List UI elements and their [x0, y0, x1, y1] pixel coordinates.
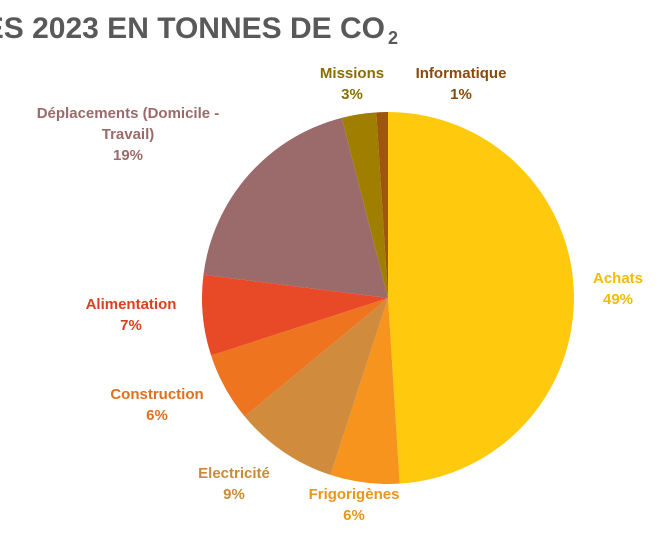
- pie-slice-4: [202, 274, 388, 356]
- pie-slice-6: [341, 112, 388, 299]
- slice-label-2: Electricité 9%: [198, 465, 270, 503]
- slice-name-1: Frigorigènes: [309, 486, 400, 503]
- slice-percent-5: 19%: [113, 147, 143, 164]
- slice-percent-0: 49%: [603, 291, 633, 308]
- slice-percent-4: 7%: [120, 317, 142, 334]
- pie-slice-2: [244, 298, 388, 475]
- slice-label-0: Achats 49%: [593, 270, 643, 308]
- pie-slice-1: [330, 298, 400, 484]
- slice-percent-1: 6%: [343, 507, 365, 524]
- slice-name-3: Construction: [110, 386, 203, 403]
- pie-slices: [202, 112, 574, 484]
- slice-percent-2: 9%: [223, 486, 245, 503]
- pie-slice-7: [376, 112, 388, 298]
- slice-label-1: Frigorigènes 6%: [309, 486, 400, 524]
- slice-percent-7: 1%: [450, 86, 472, 103]
- slice-percent-3: 6%: [146, 407, 168, 424]
- slice-name-2: Electricité: [198, 465, 270, 482]
- slice-name-0: Achats: [593, 270, 643, 287]
- pie-slice-0: [388, 112, 574, 484]
- slice-percent-6: 3%: [341, 86, 363, 103]
- slice-name-6: Missions: [320, 65, 384, 82]
- slice-name-5: Travail): [102, 126, 155, 143]
- chart-title: BGES 2023 EN TONNES DE CO: [0, 12, 385, 45]
- slice-label-7: Informatique 1%: [416, 65, 507, 103]
- pie-labels: Achats 49% Frigorigènes 6% Electricité 9% Cons…: [37, 65, 643, 524]
- slice-label-6: Missions 3%: [320, 65, 384, 103]
- slice-label-3: Construction 6%: [110, 386, 203, 424]
- slice-label-5: Déplacements (Domicile - Travail) 19%: [37, 105, 220, 164]
- slice-name-4: Alimentation: [86, 296, 177, 313]
- pie-slice-3: [211, 298, 388, 417]
- chart-title-subscript: 2: [388, 28, 398, 48]
- slice-label-4: Alimentation 7%: [86, 296, 177, 334]
- slice-name-5: Déplacements (Domicile -: [37, 105, 220, 122]
- pie-slice-5: [203, 117, 388, 298]
- slice-name-7: Informatique: [416, 65, 507, 82]
